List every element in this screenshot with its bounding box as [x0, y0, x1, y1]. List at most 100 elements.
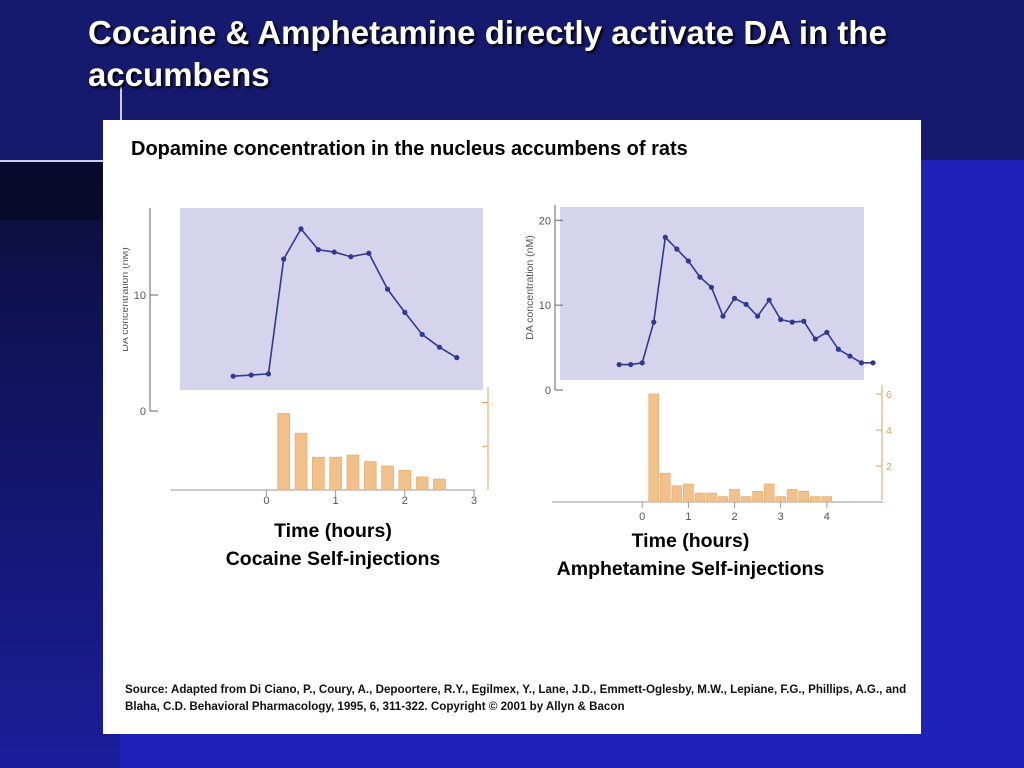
- amphetamine-bar-4: [694, 492, 706, 503]
- amphetamine-bar-6: [717, 496, 729, 503]
- amphetamine-da-point-17: [812, 336, 818, 342]
- amphetamine-da-axis-label: DA concentration (nM): [524, 235, 536, 339]
- amphetamine-da-point-8: [708, 284, 715, 290]
- amphetamine-x-tick-label-2: 2: [731, 511, 737, 523]
- cocaine-bar-1: [294, 432, 308, 491]
- amphetamine-x-tick-label-0: 0: [639, 511, 645, 523]
- cocaine-da-tick-label-1: 10: [134, 290, 146, 302]
- amphetamine-da-point-22: [870, 360, 876, 366]
- cocaine-da-point-5: [315, 247, 321, 253]
- cocaine-x-tick-label-2: 2: [402, 495, 408, 507]
- cocaine-da-point-1: [248, 372, 254, 378]
- amphetamine-caption-title: Amphetamine Self-injections: [556, 558, 825, 580]
- cocaine-da-series-line: [233, 227, 458, 377]
- amphetamine-da-point-9: [720, 313, 726, 319]
- amphetamine-da-point-0: [616, 361, 622, 368]
- amphetamine-da-tick-label-1: 10: [539, 300, 551, 312]
- slide-left-gradient: [0, 160, 120, 768]
- amphetamine-injection-tick-label-1: 4: [886, 425, 892, 437]
- amphetamine-da-point-10: [731, 295, 738, 301]
- cocaine-bar-0: [277, 413, 290, 491]
- slide-left-band: [0, 160, 102, 220]
- cocaine-da-point-13: [454, 355, 460, 361]
- cocaine-da-point-12: [436, 344, 443, 350]
- amphetamine-da-point-21: [858, 360, 865, 366]
- cocaine-caption: Time (hours) Cocaine Self-injections: [193, 517, 473, 573]
- cocaine-da-point-10: [402, 309, 408, 315]
- amphetamine-da-point-12: [755, 313, 761, 319]
- amphetamine-bar-2: [671, 485, 683, 503]
- cocaine-caption-title: Cocaine Self-injections: [225, 548, 441, 570]
- amphetamine-da-point-6: [685, 258, 691, 264]
- amphetamine-bar-8: [740, 496, 752, 503]
- amphetamine-da-point-11: [743, 301, 749, 307]
- amphetamine-da-point-14: [778, 316, 784, 323]
- amphetamine-caption-xlabel: Time (hours): [631, 530, 750, 552]
- cocaine-bar-9: [433, 478, 446, 491]
- decorative-vertical-rule: [120, 80, 122, 120]
- decorative-horizontal-rule: [0, 160, 105, 162]
- cocaine-da-axis-label: DA concentration (nM): [123, 247, 131, 351]
- amphetamine-bar-5: [706, 492, 717, 503]
- cocaine-da-point-7: [348, 254, 354, 260]
- amphetamine-bar-3: [683, 483, 694, 503]
- slide-title: Cocaine & Amphetamine directly activate …: [88, 14, 887, 93]
- figure-heading: Dopamine concentration in the nucleus ac…: [131, 138, 688, 160]
- cocaine-injection-tick-label-1: 4: [492, 398, 493, 410]
- amphetamine-da-point-18: [824, 329, 830, 335]
- cocaine-plot-region: [180, 208, 483, 390]
- cocaine-bar-8: [415, 476, 429, 491]
- cocaine-da-point-9: [384, 286, 391, 292]
- amphetamine-da-point-7: [697, 274, 703, 280]
- cocaine-caption-xlabel: Time (hours): [274, 520, 392, 542]
- amphetamine-bar-12: [786, 489, 798, 503]
- amphetamine-bar-7: [729, 489, 740, 503]
- amphetamine-da-point-5: [674, 246, 680, 252]
- cocaine-bar-5: [363, 461, 377, 491]
- amphetamine-x-tick-label-4: 4: [824, 511, 830, 523]
- amphetamine-da-point-3: [651, 319, 657, 325]
- amphetamine-da-point-1: [628, 361, 634, 368]
- cocaine-da-tick-label-0: 0: [140, 406, 146, 418]
- amphetamine-injection-tick-label-2: 6: [886, 389, 892, 401]
- amphetamine-bar-0: [648, 393, 660, 503]
- cocaine-da-point-2: [265, 371, 272, 377]
- amphetamine-bar-9: [752, 490, 763, 503]
- amphetamine-da-point-19: [835, 346, 841, 352]
- source-citation: Source: Adapted from Di Ciano, P., Coury…: [125, 683, 907, 713]
- amphetamine-da-point-20: [847, 353, 853, 359]
- amphetamine-bar-14: [810, 496, 821, 503]
- amphetamine-bar-13: [798, 490, 810, 503]
- figure-panel: Dopamine concentration in the nucleus ac…: [103, 120, 921, 734]
- cocaine-bar-7: [398, 470, 412, 491]
- cocaine-bar-6: [381, 465, 394, 491]
- amphetamine-bar-1: [660, 472, 671, 503]
- cocaine-bar-4: [346, 454, 360, 491]
- cocaine-x-tick-label-3: 3: [471, 495, 477, 507]
- amphetamine-x-tick-label-1: 1: [685, 511, 691, 523]
- amphetamine-plot-region: [560, 207, 864, 380]
- amphetamine-da-tick-label-2: 20: [539, 215, 551, 227]
- amphetamine-da-point-16: [801, 318, 807, 324]
- cocaine-bar-3: [329, 456, 342, 491]
- cocaine-da-point-8: [366, 250, 372, 256]
- amphetamine-da-point-13: [766, 297, 772, 303]
- cocaine-injection-tick-label-0: 2: [492, 441, 493, 453]
- amphetamine-da-point-15: [789, 319, 795, 325]
- amphetamine-bar-15: [821, 496, 833, 503]
- amphetamine-da-point-2: [639, 360, 645, 366]
- amphetamine-x-tick-label-3: 3: [778, 511, 784, 523]
- cocaine-bar-2: [312, 456, 325, 491]
- cocaine-da-point-6: [331, 249, 337, 255]
- amphetamine-caption: Time (hours) Amphetamine Self-injections: [518, 527, 863, 583]
- cocaine-da-point-11: [419, 331, 425, 338]
- cocaine-x-tick-label-0: 0: [263, 495, 269, 507]
- cocaine-x-tick-label-1: 1: [333, 495, 339, 507]
- cocaine-da-point-4: [298, 226, 304, 232]
- cocaine-da-point-0: [230, 373, 236, 379]
- cocaine-da-point-3: [281, 256, 287, 262]
- amphetamine-da-point-4: [662, 234, 668, 240]
- amphetamine-bar-11: [775, 496, 786, 503]
